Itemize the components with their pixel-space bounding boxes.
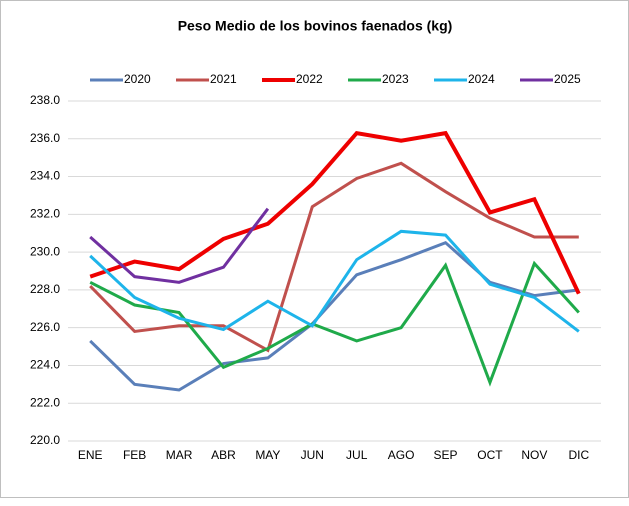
x-tick-label: NOV (521, 448, 547, 462)
y-tick-label: 232.0 (30, 207, 60, 221)
legend-label: 2021 (210, 72, 237, 86)
series-line (89, 229, 580, 333)
x-tick-label: ABR (211, 448, 236, 462)
chart-title: Peso Medio de los bovinos faenados (kg) (178, 18, 453, 34)
y-tick-label: 236.0 (30, 131, 60, 145)
x-tick-label: FEB (123, 448, 146, 462)
x-tick-label: OCT (477, 448, 503, 462)
series-line (89, 207, 270, 284)
y-tick-label: 228.0 (30, 282, 60, 296)
legend-label: 2025 (554, 72, 581, 86)
series-line (89, 260, 580, 387)
y-tick-label: 234.0 (30, 169, 60, 183)
legend-label: 2024 (468, 72, 495, 86)
series-line (89, 240, 579, 392)
series-line (89, 130, 581, 295)
y-tick-label: 224.0 (30, 358, 60, 372)
legend-label: 2023 (382, 72, 409, 86)
x-tick-label: SEP (434, 448, 458, 462)
y-tick-label: 222.0 (30, 395, 60, 409)
series-line (89, 161, 579, 353)
x-tick-label: MAR (166, 448, 193, 462)
y-tick-label: 230.0 (30, 244, 60, 258)
y-tick-label: 238.0 (30, 93, 60, 107)
x-tick-label: JUN (301, 448, 324, 462)
x-tick-label: DIC (568, 448, 589, 462)
legend-label: 2022 (296, 72, 323, 86)
x-tick-label: ENE (78, 448, 103, 462)
x-tick-label: JUL (346, 448, 368, 462)
y-tick-label: 226.0 (30, 320, 60, 334)
x-tick-label: AGO (388, 448, 415, 462)
x-tick-label: MAY (255, 448, 280, 462)
legend-label: 2020 (124, 72, 151, 86)
y-tick-label: 220.0 (30, 433, 60, 447)
